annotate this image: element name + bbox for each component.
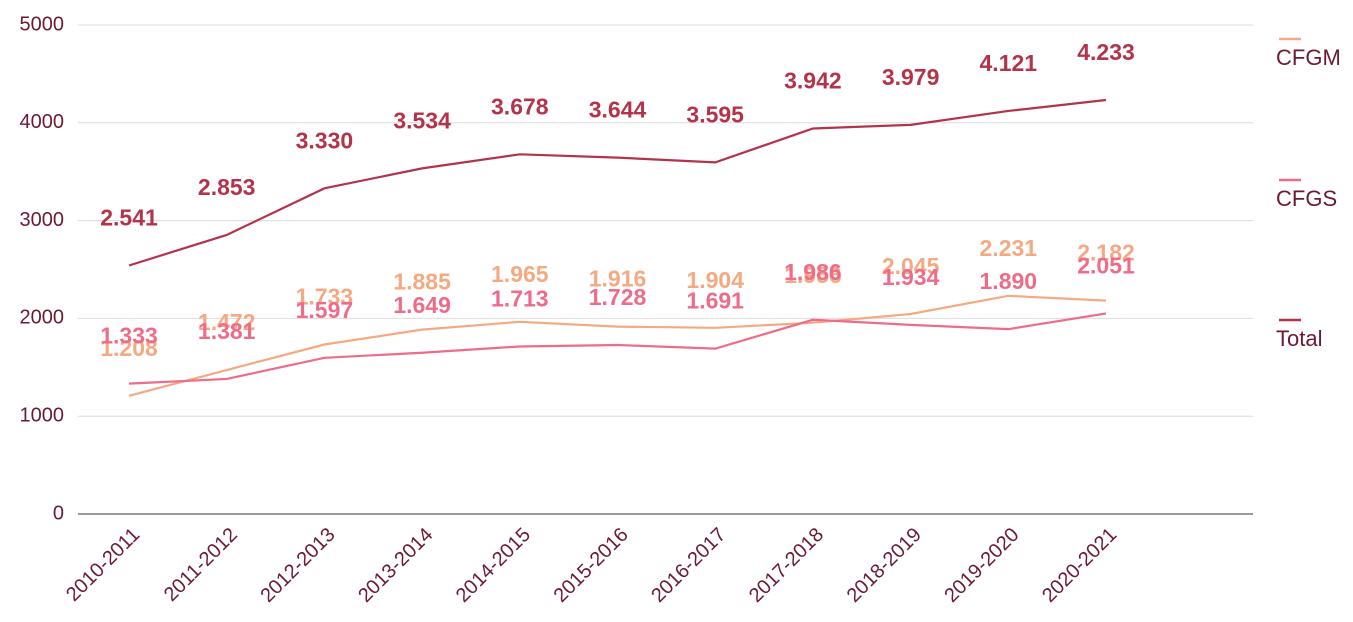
- x-tick-label: 2018-2019: [843, 524, 926, 607]
- value-label: 2.045: [882, 253, 940, 279]
- value-label: 1.472: [198, 309, 256, 335]
- value-label: 2.853: [198, 174, 256, 200]
- value-label: 2.182: [1077, 240, 1135, 266]
- series-line: [128, 312, 1107, 385]
- value-label: 2.231: [980, 235, 1038, 261]
- value-label: 3.678: [491, 93, 549, 119]
- value-label: 3.534: [393, 107, 451, 133]
- value-label: 1.890: [980, 268, 1038, 294]
- value-label: 2.051: [1077, 252, 1135, 278]
- x-tick-label: 2014-2015: [452, 524, 535, 607]
- value-label: 1.208: [100, 335, 158, 361]
- x-tick-label: 2020-2021: [1038, 524, 1121, 607]
- value-label: 1.986: [784, 259, 842, 285]
- value-label: 4.233: [1077, 39, 1135, 65]
- series-line: [128, 98, 1107, 267]
- x-tick-label: 2012-2013: [256, 524, 339, 607]
- value-label: 3.644: [589, 97, 647, 123]
- y-tick-label: 2000: [20, 307, 65, 329]
- y-tick-label: 4000: [20, 111, 65, 133]
- x-tick-label: 2019-2020: [940, 524, 1023, 607]
- legend-label: Total: [1276, 326, 1322, 351]
- value-label: 1.381: [198, 318, 256, 344]
- value-label: 1.597: [296, 297, 354, 323]
- value-label: 1.965: [491, 261, 549, 287]
- y-tick-label: 0: [53, 502, 64, 524]
- value-label: 1.733: [296, 284, 354, 310]
- y-tick-label: 3000: [20, 209, 65, 231]
- value-label: 1.728: [589, 284, 647, 310]
- value-label: 3.942: [784, 68, 842, 94]
- value-label: 1.649: [393, 292, 451, 318]
- legend-label: CFGS: [1276, 186, 1337, 211]
- value-label: 1.691: [686, 288, 744, 314]
- value-label: 1.713: [491, 286, 549, 312]
- value-label: 3.595: [686, 101, 744, 127]
- value-label: 1.956: [784, 262, 842, 288]
- value-label: 1.885: [393, 269, 451, 295]
- x-tick-label: 2011-2012: [160, 524, 242, 606]
- series-line: [128, 294, 1107, 397]
- x-tick-label: 2015-2016: [550, 524, 633, 607]
- y-tick-label: 5000: [20, 13, 65, 35]
- value-label: 1.333: [100, 323, 158, 349]
- value-label: 2.541: [100, 205, 158, 231]
- x-tick-label: 2016-2017: [647, 524, 730, 607]
- value-label: 3.979: [882, 64, 940, 90]
- y-tick-label: 1000: [20, 404, 65, 426]
- value-label: 1.916: [589, 266, 647, 292]
- value-label: 1.934: [882, 264, 940, 290]
- value-label: 3.330: [296, 127, 354, 153]
- legend-label: CFGM: [1276, 45, 1341, 70]
- value-label: 1.904: [686, 267, 744, 293]
- x-tick-label: 2017-2018: [745, 524, 828, 607]
- x-tick-label: 2010-2011: [62, 524, 144, 606]
- x-tick-label: 2013-2014: [354, 524, 437, 607]
- value-label: 4.121: [980, 50, 1038, 76]
